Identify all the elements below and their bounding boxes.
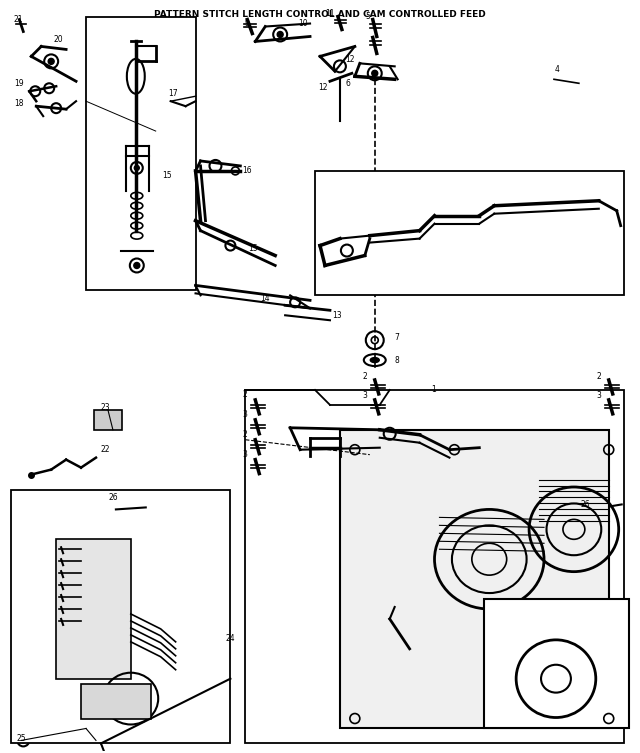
Text: 20: 20 [53,35,63,44]
Text: 2: 2 [243,390,247,399]
Text: 15: 15 [163,172,172,181]
Ellipse shape [134,166,140,170]
Text: 26: 26 [109,493,118,502]
Text: 16: 16 [243,166,252,175]
Text: 21: 21 [13,15,23,24]
Ellipse shape [48,59,54,64]
Bar [315,171,623,295]
Text: 3: 3 [243,450,247,459]
Text: 2: 2 [363,371,367,380]
Text: 12: 12 [318,83,328,92]
Bar [12,489,230,743]
FancyBboxPatch shape [56,539,131,678]
Text: 8: 8 [395,355,399,364]
Text: 3: 3 [243,410,247,419]
Text: 13: 13 [332,311,342,320]
Ellipse shape [371,358,380,362]
Ellipse shape [277,32,283,38]
Text: 3: 3 [596,392,602,401]
Text: 24: 24 [225,634,235,643]
Text: 14: 14 [260,294,270,303]
Text: 4: 4 [555,65,560,74]
Text: 26: 26 [581,500,591,509]
Text: 1: 1 [431,386,436,395]
Bar [245,390,623,743]
Text: 17: 17 [169,89,179,98]
Text: 10: 10 [298,19,308,28]
Text: 7: 7 [395,333,399,342]
Bar [86,17,196,291]
Text: 2: 2 [596,371,602,380]
Ellipse shape [372,70,378,76]
Text: 2: 2 [243,430,247,439]
Text: PATTERN STITCH LENGTH CONTROL AND CAM CONTROLLED FEED: PATTERN STITCH LENGTH CONTROL AND CAM CO… [154,10,486,19]
Text: 19: 19 [14,79,24,88]
Text: 5: 5 [366,12,371,21]
Ellipse shape [21,738,26,743]
Text: 6: 6 [346,79,351,88]
Text: 23: 23 [101,404,111,413]
Text: 18: 18 [14,99,24,108]
Text: 15: 15 [248,244,258,253]
Text: 11: 11 [325,9,335,18]
Ellipse shape [134,263,140,269]
Text: 22: 22 [101,445,111,454]
FancyBboxPatch shape [81,684,151,718]
Text: 9: 9 [244,19,249,28]
FancyBboxPatch shape [484,599,628,728]
Text: 12: 12 [345,55,355,64]
Text: 25: 25 [17,734,26,743]
FancyBboxPatch shape [94,410,122,430]
Text: 3: 3 [363,392,368,401]
Ellipse shape [117,508,121,511]
FancyBboxPatch shape [340,430,609,728]
